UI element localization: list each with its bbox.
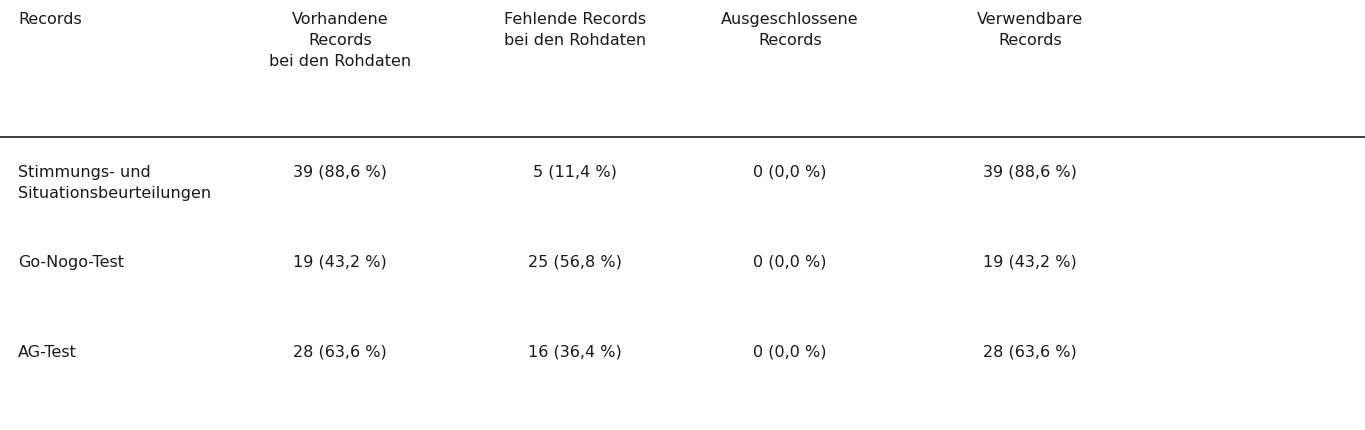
Text: 25 (56,8 %): 25 (56,8 %)	[528, 255, 622, 269]
Text: 28 (63,6 %): 28 (63,6 %)	[293, 344, 386, 359]
Text: Go-Nogo-Test: Go-Nogo-Test	[18, 255, 124, 269]
Text: 16 (36,4 %): 16 (36,4 %)	[528, 344, 622, 359]
Text: 19 (43,2 %): 19 (43,2 %)	[293, 255, 386, 269]
Text: 19 (43,2 %): 19 (43,2 %)	[983, 255, 1077, 269]
Text: 5 (11,4 %): 5 (11,4 %)	[534, 165, 617, 180]
Text: Stimmungs- und
Situationsbeurteilungen: Stimmungs- und Situationsbeurteilungen	[18, 165, 212, 200]
Text: 28 (63,6 %): 28 (63,6 %)	[983, 344, 1077, 359]
Text: Verwendbare
Records: Verwendbare Records	[977, 12, 1082, 48]
Text: 39 (88,6 %): 39 (88,6 %)	[983, 165, 1077, 180]
Text: AG-Test: AG-Test	[18, 344, 76, 359]
Text: 39 (88,6 %): 39 (88,6 %)	[293, 165, 386, 180]
Text: 0 (0,0 %): 0 (0,0 %)	[753, 255, 827, 269]
Text: Vorhandene
Records
bei den Rohdaten: Vorhandene Records bei den Rohdaten	[269, 12, 411, 69]
Text: Ausgeschlossene
Records: Ausgeschlossene Records	[721, 12, 859, 48]
Text: Records: Records	[18, 12, 82, 27]
Text: 0 (0,0 %): 0 (0,0 %)	[753, 344, 827, 359]
Text: Fehlende Records
bei den Rohdaten: Fehlende Records bei den Rohdaten	[504, 12, 646, 48]
Text: 0 (0,0 %): 0 (0,0 %)	[753, 165, 827, 180]
